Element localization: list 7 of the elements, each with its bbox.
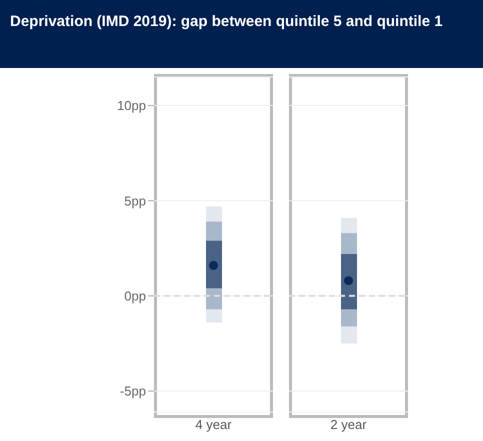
y-tick-label: 10pp xyxy=(117,98,146,114)
x-tick-label: 2 year xyxy=(330,417,368,432)
y-tick-label: 0pp xyxy=(124,288,146,304)
x-tick-label: 4 year xyxy=(195,417,232,432)
y-tick-label: 5pp xyxy=(124,193,146,208)
chart-title: Deprivation (IMD 2019): gap between quintile 5 and quintile 1 xyxy=(0,0,483,68)
y-tick-label: -5pp xyxy=(120,384,146,399)
